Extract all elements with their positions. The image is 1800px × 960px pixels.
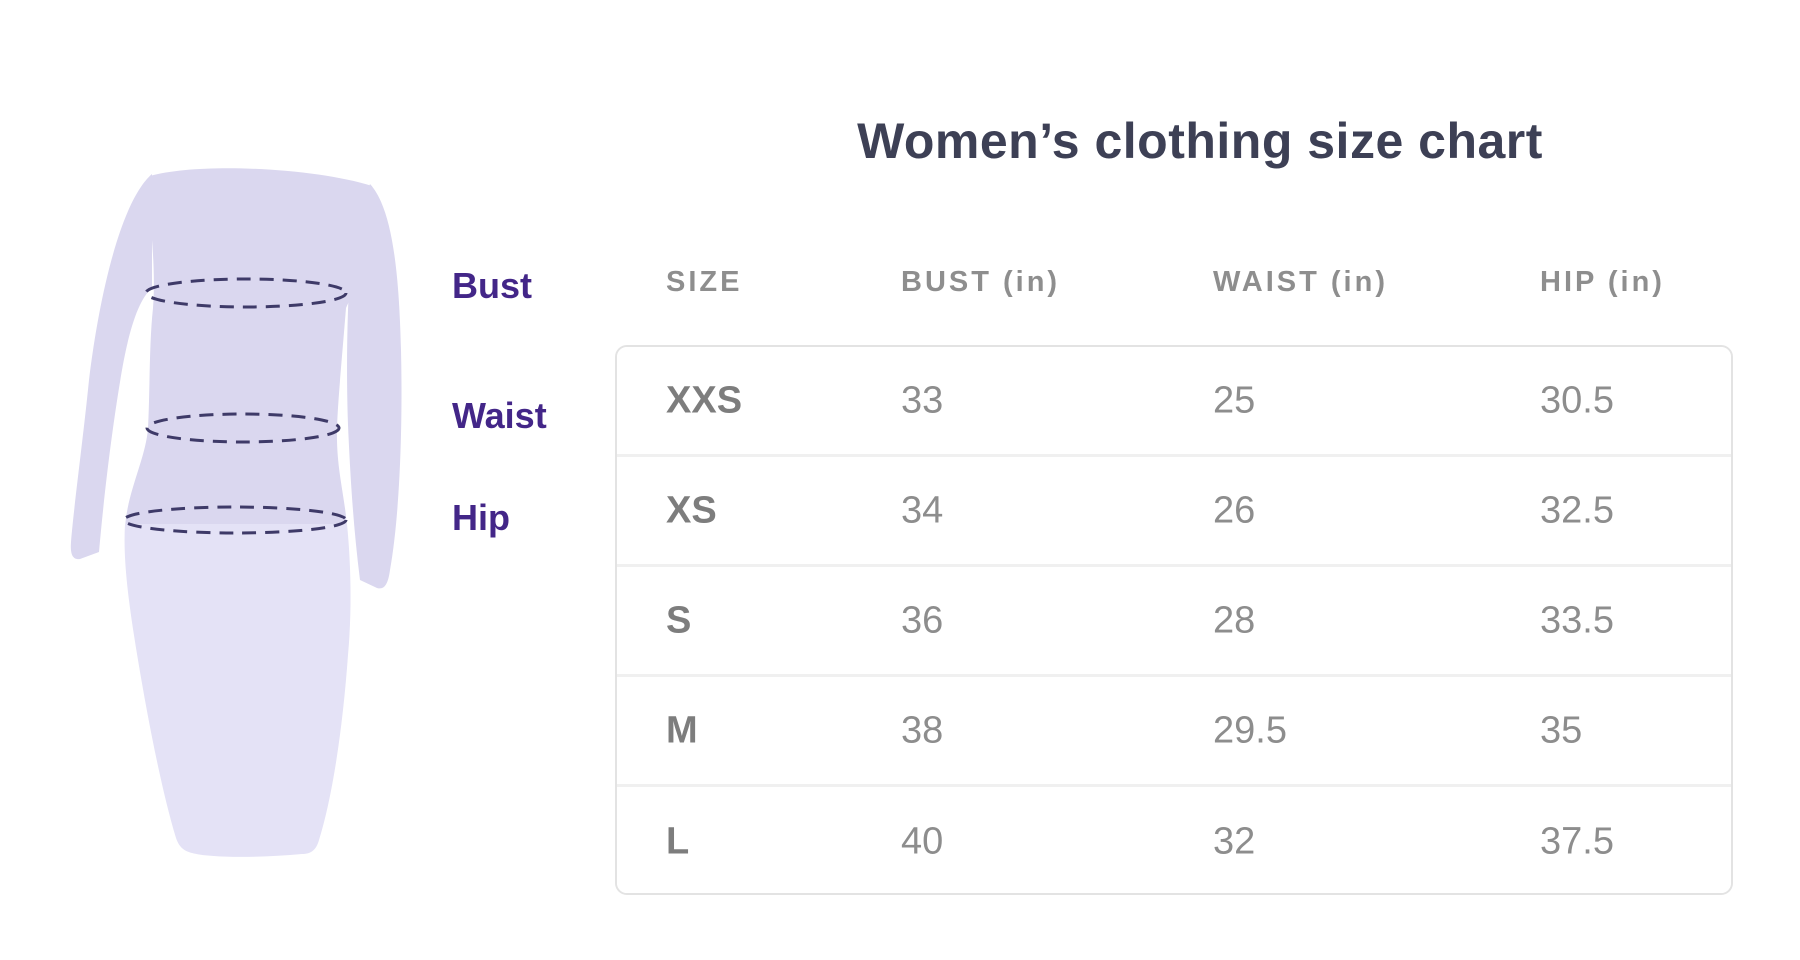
- size-value: M: [666, 709, 698, 751]
- waist-value: 25: [1213, 379, 1256, 421]
- waist-value: 29.5: [1213, 709, 1287, 751]
- column-header-hip: HIP (in): [1540, 266, 1665, 298]
- hip-value: 32.5: [1540, 489, 1614, 531]
- table-row-l: L 40 32 37.5: [617, 787, 1731, 893]
- bust-value: 36: [901, 599, 944, 641]
- column-header-bust: BUST (in): [901, 266, 1061, 298]
- hip-measure-line: [122, 505, 348, 535]
- table-row-xxs: XXS 33 25 30.5: [617, 347, 1731, 457]
- hip-value: 37.5: [1540, 820, 1614, 863]
- size-value: L: [666, 820, 690, 863]
- bust-label: Bust: [452, 265, 532, 306]
- table-row-s: S 36 28 33.5: [617, 567, 1731, 677]
- waist-value: 32: [1213, 820, 1256, 863]
- bust-value: 38: [901, 709, 944, 751]
- table-row-m: M 38 29.5 35: [617, 677, 1731, 787]
- bust-measure-line: [144, 277, 348, 309]
- dress-illustration: [70, 168, 402, 857]
- bust-value: 34: [901, 489, 944, 531]
- bust-value: 33: [901, 379, 944, 421]
- page-title: Women’s clothing size chart: [857, 113, 1543, 169]
- size-table: XXS 33 25 30.5 XS 34 26 32.5 S 36 28 33.…: [615, 345, 1733, 895]
- table-row-xs: XS 34 26 32.5: [617, 457, 1731, 567]
- dress-left-sleeve: [70, 174, 152, 560]
- dress-right-sleeve: [347, 184, 402, 589]
- column-header-waist: WAIST (in): [1213, 266, 1388, 298]
- size-value: XXS: [666, 379, 743, 421]
- size-value: XS: [666, 489, 717, 531]
- waist-label: Waist: [452, 395, 547, 436]
- column-header-size: SIZE: [666, 266, 743, 298]
- hip-value: 35: [1540, 709, 1583, 751]
- waist-value: 26: [1213, 489, 1256, 531]
- size-value: S: [666, 599, 692, 641]
- hip-value: 33.5: [1540, 599, 1614, 641]
- waist-measure-line: [145, 412, 341, 444]
- waist-value: 28: [1213, 599, 1256, 641]
- hip-value: 30.5: [1540, 379, 1614, 421]
- table-column-headers: SIZE BUST (in) WAIST (in) HIP (in): [615, 266, 1733, 306]
- dress-skirt-shape: [124, 524, 351, 857]
- dress-bodice-shape: [125, 168, 375, 528]
- hip-label: Hip: [452, 497, 510, 538]
- bust-value: 40: [901, 820, 944, 863]
